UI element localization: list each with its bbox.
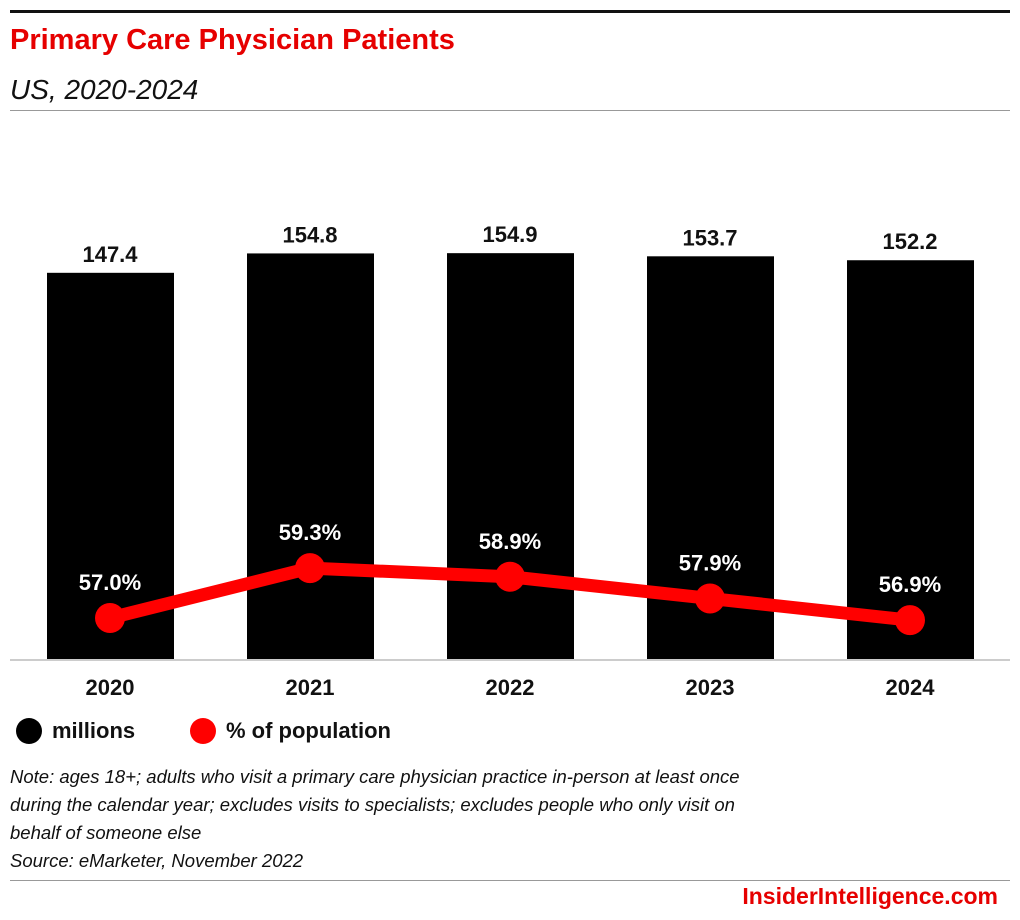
bar bbox=[47, 272, 174, 659]
top-rule bbox=[10, 10, 1010, 13]
percent-point bbox=[295, 553, 325, 584]
legend-item-millions: millions bbox=[16, 718, 135, 744]
chart-subtitle: US, 2020-2024 bbox=[10, 74, 199, 105]
percent-point bbox=[895, 605, 925, 636]
percent-point bbox=[495, 561, 525, 592]
source-line: Source: eMarketer, November 2022 bbox=[10, 850, 304, 871]
chart-title: Primary Care Physician Patients bbox=[10, 24, 455, 56]
bar-value-label: 147.4 bbox=[82, 242, 138, 267]
x-tick-label: 2020 bbox=[86, 675, 135, 700]
footnote: Note: ages 18+; adults who visit a prima… bbox=[10, 763, 1010, 875]
bar-value-label: 154.9 bbox=[482, 222, 537, 247]
percent-point bbox=[95, 603, 125, 633]
percent-value-label: 57.0% bbox=[79, 570, 141, 595]
bar-value-label: 154.8 bbox=[282, 222, 337, 247]
legend-label: % of population bbox=[226, 718, 391, 743]
bar bbox=[847, 260, 974, 659]
bottom-rule bbox=[10, 880, 1010, 881]
percent-value-label: 56.9% bbox=[879, 572, 941, 597]
note-line: during the calendar year; excludes visit… bbox=[10, 794, 735, 815]
title-rule bbox=[10, 110, 1010, 111]
legend-label: millions bbox=[52, 718, 136, 743]
percent-value-label: 57.9% bbox=[679, 550, 741, 575]
percent-value-label: 58.9% bbox=[479, 529, 541, 554]
x-tick-label: 2024 bbox=[886, 675, 936, 700]
bar bbox=[247, 253, 374, 659]
bar-value-label: 152.2 bbox=[882, 229, 937, 254]
note-line: Note: ages 18+; adults who visit a prima… bbox=[10, 766, 740, 787]
x-tick-label: 2022 bbox=[486, 675, 535, 700]
x-tick-label: 2021 bbox=[286, 675, 335, 700]
bar-value-label: 153.7 bbox=[682, 225, 737, 250]
brand-logo: InsiderIntelligence.com bbox=[742, 883, 998, 909]
legend-swatch-millions bbox=[16, 718, 42, 744]
percent-value-label: 59.3% bbox=[279, 520, 341, 545]
percent-point bbox=[695, 583, 725, 614]
bar bbox=[447, 253, 574, 660]
note-line: behalf of someone else bbox=[10, 822, 202, 843]
plot-area: 147.4 2020 154.8 2021 154.9 2022 153.7 2023 152.… bbox=[10, 222, 1010, 700]
legend-item-percent: % of population bbox=[190, 718, 391, 744]
legend-swatch-percent bbox=[190, 718, 216, 744]
x-tick-label: 2023 bbox=[686, 675, 735, 700]
